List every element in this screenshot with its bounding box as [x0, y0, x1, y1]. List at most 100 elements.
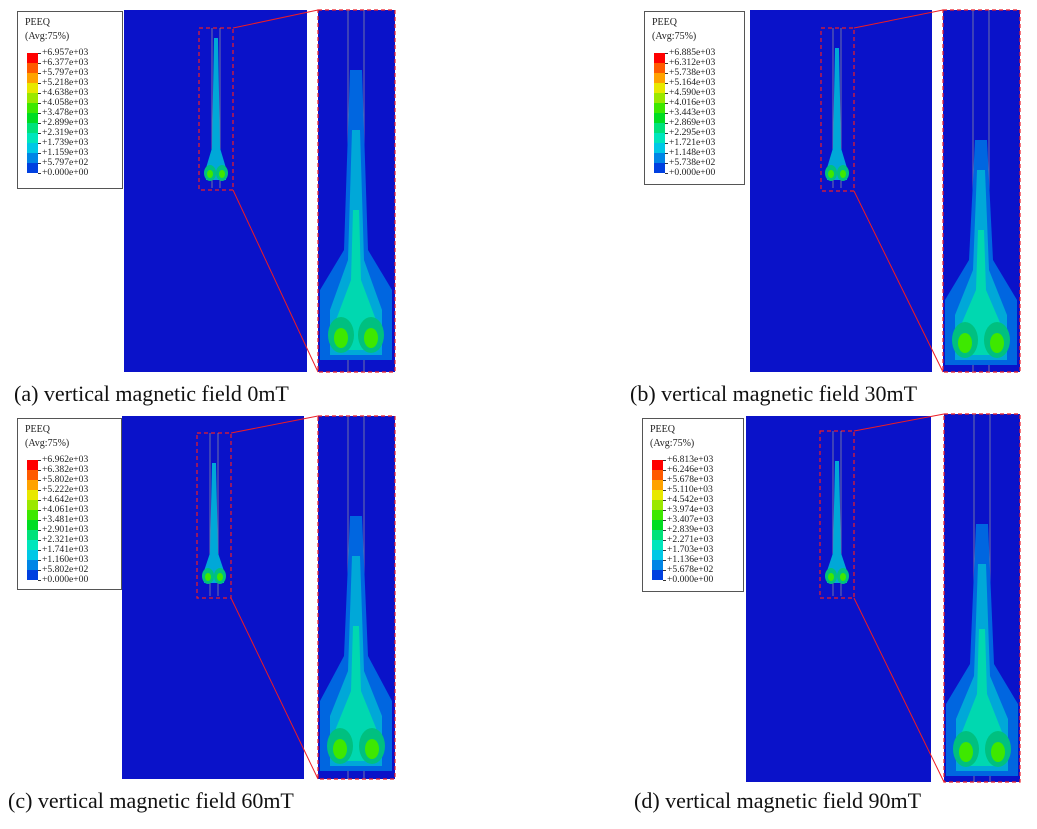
- legend-swatch: [27, 550, 38, 560]
- legend-value: +5.802e+03: [42, 474, 89, 485]
- legend-swatch: [27, 83, 38, 93]
- legend-swatch: [654, 53, 665, 63]
- legend-tick: [663, 510, 666, 511]
- legend-swatch: [27, 490, 38, 500]
- legend-tick: [38, 63, 41, 64]
- legend-swatch: [652, 460, 663, 470]
- legend-tick: [38, 570, 41, 571]
- legend-tick: [665, 73, 668, 74]
- legend-title: PEEQ: [25, 17, 50, 28]
- legend-swatch: [27, 570, 38, 580]
- legend-tick: [663, 490, 666, 491]
- legend-value: +6.813e+03: [667, 454, 714, 465]
- legend-tick: [665, 173, 668, 174]
- legend-tick: [663, 570, 666, 571]
- legend-tick: [663, 540, 666, 541]
- legend-swatch: [27, 73, 38, 83]
- legend-tick: [665, 103, 668, 104]
- legend-tick: [38, 83, 41, 84]
- legend-value: +6.312e+03: [669, 57, 716, 68]
- legend-c: PEEQ (Avg:75%) +6.962e+03 +6.382e+03 +5.80…: [17, 418, 122, 590]
- legend-tick: [38, 173, 41, 174]
- legend-d: PEEQ (Avg:75%) +6.813e+03 +6.246e+03 +5.67…: [642, 418, 744, 592]
- legend-tick: [665, 133, 668, 134]
- legend-swatch: [652, 480, 663, 490]
- simulation-full-view-a: [124, 10, 307, 372]
- legend-tick: [38, 500, 41, 501]
- legend-value: +6.246e+03: [667, 464, 714, 475]
- legend-tick: [38, 510, 41, 511]
- legend-swatch: [654, 143, 665, 153]
- legend-value: +3.974e+03: [667, 504, 714, 515]
- legend-tick: [38, 550, 41, 551]
- legend-tick: [665, 53, 668, 54]
- legend-swatch: [654, 103, 665, 113]
- legend-tick: [38, 560, 41, 561]
- legend-b: PEEQ (Avg:75%) +6.885e+03 +6.312e+03 +5.73…: [644, 11, 745, 185]
- legend-swatch: [652, 550, 663, 560]
- legend-tick: [665, 113, 668, 114]
- legend-value: +2.319e+03: [42, 127, 89, 138]
- legend-value: +3.478e+03: [42, 107, 89, 118]
- legend-value: +1.739e+03: [42, 137, 89, 148]
- legend-a: PEEQ (Avg:75%) +6.957e+03 +6.377e+03 +5.79…: [17, 11, 123, 189]
- legend-swatch: [27, 53, 38, 63]
- legend-tick: [38, 480, 41, 481]
- legend-tick: [663, 480, 666, 481]
- legend-swatch: [27, 500, 38, 510]
- legend-tick: [663, 550, 666, 551]
- legend-value: +1.159e+03: [42, 147, 89, 158]
- legend-value: +6.885e+03: [669, 47, 716, 58]
- legend-swatch: [652, 570, 663, 580]
- legend-swatch: [654, 113, 665, 123]
- legend-swatch: [27, 470, 38, 480]
- legend-swatch: [652, 530, 663, 540]
- legend-swatch: [654, 163, 665, 173]
- legend-value: +1.160e+03: [42, 554, 89, 565]
- legend-tick: [38, 73, 41, 74]
- legend-tick: [663, 500, 666, 501]
- legend-value: +4.016e+03: [669, 97, 716, 108]
- simulation-zoom-view-c: [318, 416, 395, 779]
- legend-tick: [38, 520, 41, 521]
- legend-swatch: [27, 510, 38, 520]
- legend-tick: [663, 560, 666, 561]
- legend-swatch: [652, 500, 663, 510]
- legend-tick: [38, 470, 41, 471]
- legend-tick: [663, 580, 666, 581]
- legend-value: +3.443e+03: [669, 107, 716, 118]
- legend-value: +4.542e+03: [667, 494, 714, 505]
- legend-value: +5.110e+03: [667, 484, 713, 495]
- legend-tick: [665, 163, 668, 164]
- legend-tick: [38, 460, 41, 461]
- legend-tick: [663, 520, 666, 521]
- legend-value: +1.148e+03: [669, 147, 716, 158]
- legend-swatch: [27, 153, 38, 163]
- legend-title: PEEQ: [652, 17, 677, 28]
- legend-value: +0.000e+00: [42, 167, 89, 178]
- simulation-full-view-d: [746, 416, 931, 782]
- simulation-full-view-c: [122, 416, 304, 779]
- legend-value: +5.678e+03: [667, 474, 714, 485]
- legend-swatch: [652, 470, 663, 480]
- legend-tick: [38, 143, 41, 144]
- legend-value: +1.741e+03: [42, 544, 89, 555]
- legend-value: +6.377e+03: [42, 57, 89, 68]
- caption-a: (a) vertical magnetic field 0mT: [14, 381, 289, 406]
- legend-swatch: [654, 83, 665, 93]
- caption-b: (b) vertical magnetic field 30mT: [630, 381, 918, 406]
- legend-value: +3.407e+03: [667, 514, 714, 525]
- legend-tick: [38, 490, 41, 491]
- legend-tick: [38, 163, 41, 164]
- legend-tick: [38, 113, 41, 114]
- legend-swatch: [27, 163, 38, 173]
- legend-subtitle: (Avg:75%): [650, 438, 695, 449]
- simulation-zoom-view-b: [943, 10, 1020, 372]
- caption-d: (d) vertical magnetic field 90mT: [634, 788, 922, 813]
- legend-value: +2.869e+03: [669, 117, 716, 128]
- legend-tick: [38, 580, 41, 581]
- legend-swatch: [27, 113, 38, 123]
- legend-title: PEEQ: [650, 424, 675, 435]
- legend-subtitle: (Avg:75%): [25, 31, 70, 42]
- legend-value: +5.797e+02: [42, 157, 89, 168]
